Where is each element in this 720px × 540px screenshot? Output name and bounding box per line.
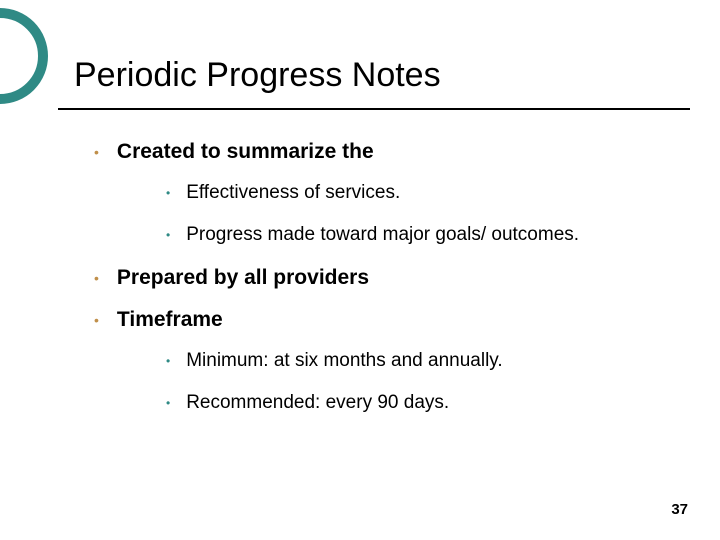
list-subitem-text: Progress made toward major goals/ outcom… — [186, 222, 579, 248]
page-number: 37 — [671, 501, 688, 518]
bullet-icon: • — [166, 348, 170, 374]
list-subitem-text: Effectiveness of services. — [186, 180, 400, 206]
bullet-icon: • — [94, 138, 99, 166]
list-item-text: Prepared by all providers — [117, 264, 369, 292]
bullet-icon: • — [166, 222, 170, 248]
list-item: • Created to summarize the — [94, 138, 680, 166]
bullet-group: • Created to summarize the • Effectivene… — [94, 138, 680, 248]
bullet-icon: • — [166, 180, 170, 206]
bullet-icon: • — [94, 306, 99, 334]
title-underline — [58, 108, 690, 110]
list-subitem: • Progress made toward major goals/ outc… — [166, 222, 680, 248]
list-item-text: Timeframe — [117, 306, 223, 334]
bullet-group: • Timeframe • Minimum: at six months and… — [94, 306, 680, 416]
bullet-icon: • — [166, 390, 170, 416]
list-subitem-text: Minimum: at six months and annually. — [186, 348, 502, 374]
slide-title: Periodic Progress Notes — [74, 56, 441, 95]
list-item: • Prepared by all providers — [94, 264, 680, 292]
list-item: • Timeframe — [94, 306, 680, 334]
list-subitem-text: Recommended: every 90 days. — [186, 390, 449, 416]
bullet-icon: • — [94, 264, 99, 292]
list-item-text: Created to summarize the — [117, 138, 374, 166]
list-subitem: • Recommended: every 90 days. — [166, 390, 680, 416]
slide-content: • Created to summarize the • Effectivene… — [94, 138, 680, 432]
list-subitem: • Effectiveness of services. — [166, 180, 680, 206]
slide: Periodic Progress Notes • Created to sum… — [0, 0, 720, 540]
list-subitem: • Minimum: at six months and annually. — [166, 348, 680, 374]
bullet-group: • Prepared by all providers — [94, 264, 680, 292]
circle-decoration-icon — [0, 8, 48, 104]
